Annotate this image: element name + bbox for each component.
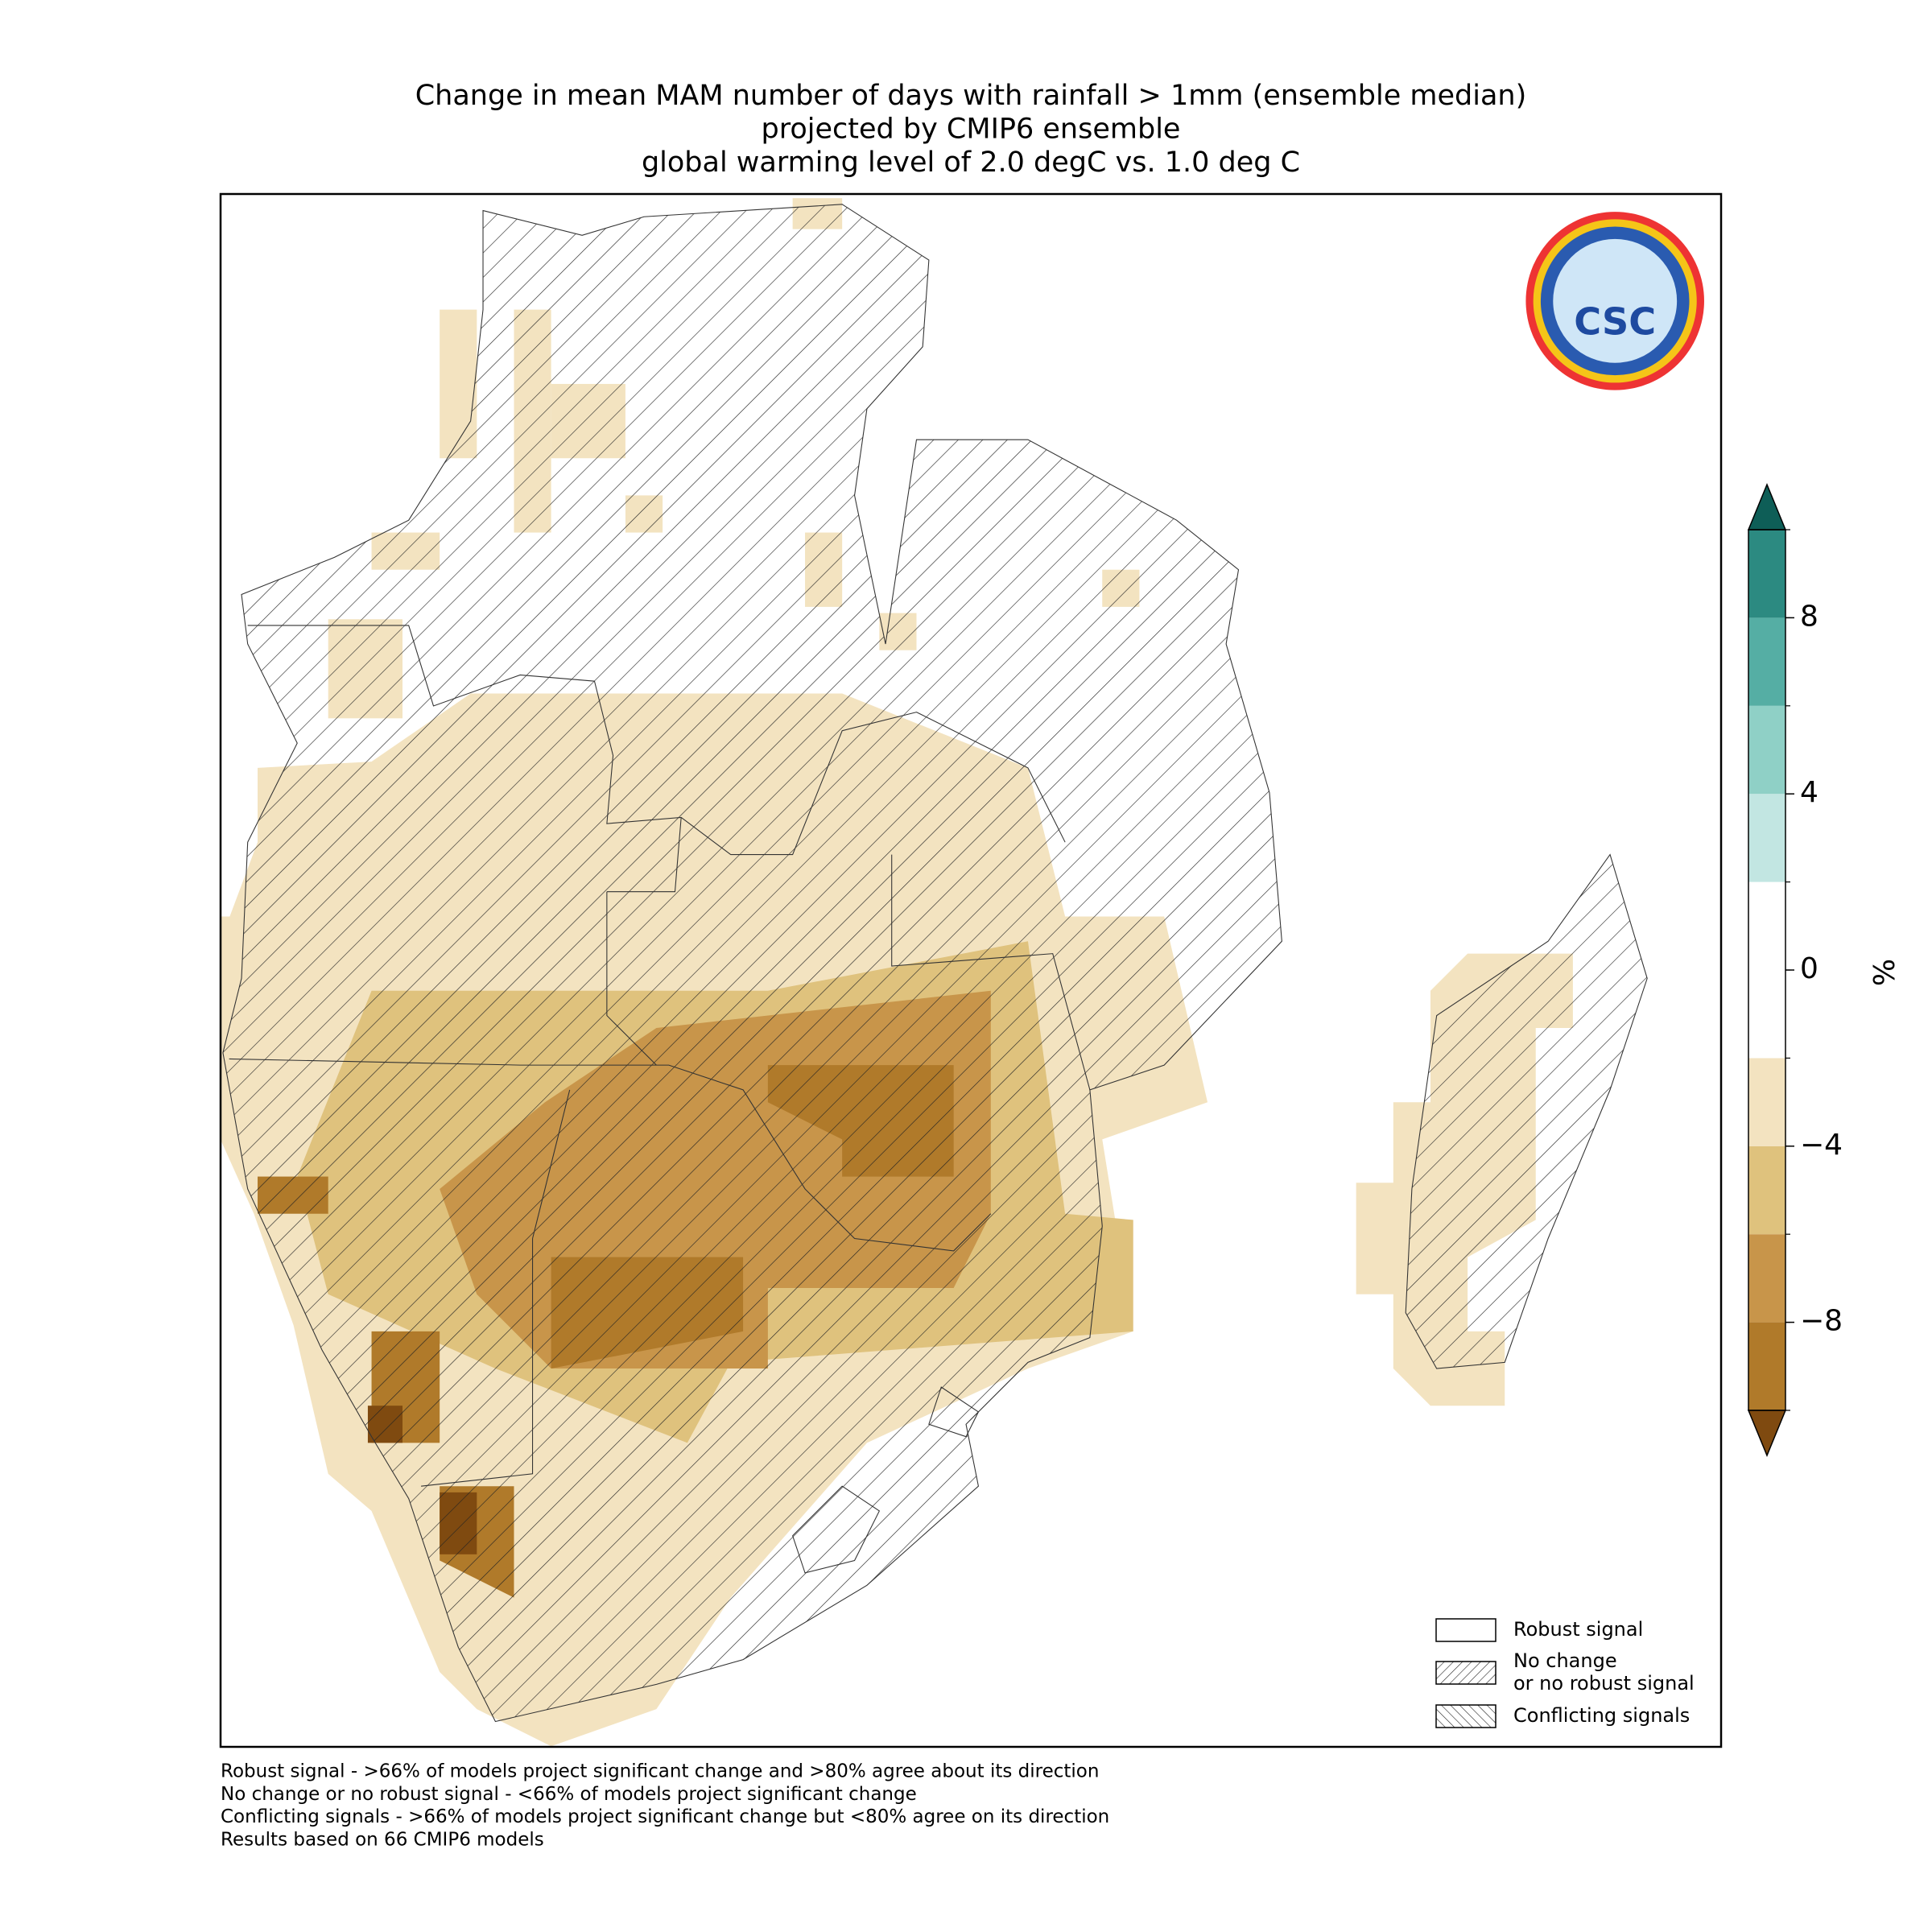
logo-text: CSC bbox=[1574, 300, 1656, 344]
colorbar-band bbox=[1748, 617, 1785, 706]
title: Change in mean MAM number of days with r… bbox=[415, 80, 1527, 179]
footnotes: Robust signal - >66% of models project s… bbox=[221, 1761, 1109, 1851]
borders bbox=[229, 625, 1091, 1574]
plot-frame bbox=[219, 192, 1723, 1748]
colorbar-tick-label: −4 bbox=[1800, 1129, 1843, 1162]
colorbar: −8 −4 0 4 8% bbox=[1747, 483, 1901, 1457]
legend-label: Conflicting signals bbox=[1513, 1704, 1690, 1727]
colorbar-band bbox=[1748, 1322, 1785, 1410]
footnote: No change or no robust signal - <66% of … bbox=[221, 1784, 917, 1805]
colorbar-band bbox=[1748, 1146, 1785, 1235]
madagascar bbox=[1405, 853, 1648, 1369]
colorbar-label: % bbox=[1868, 959, 1901, 986]
title-line: projected by CMIP6 ensemble bbox=[762, 114, 1181, 146]
colorbar-band bbox=[1748, 794, 1785, 882]
logo: CSC bbox=[1525, 212, 1704, 390]
hatched-land bbox=[222, 204, 1282, 1723]
legend-label: Robust signal bbox=[1513, 1618, 1643, 1641]
legend-label: No change or no robust signal bbox=[1513, 1649, 1695, 1695]
legend-swatch bbox=[1435, 1618, 1496, 1642]
colorbar-tick-label: 8 bbox=[1800, 600, 1818, 633]
colorbar-tick-label: −8 bbox=[1800, 1305, 1843, 1338]
colorbar-band bbox=[1748, 1234, 1785, 1323]
footnote: Conflicting signals - >66% of models pro… bbox=[221, 1806, 1109, 1827]
colorbar-band bbox=[1748, 970, 1785, 1059]
legend-swatch bbox=[1435, 1661, 1496, 1685]
footnote: Results based on 66 CMIP6 models bbox=[221, 1829, 544, 1850]
colorbar-extend-low bbox=[1747, 1410, 1787, 1457]
colorbar-band bbox=[1748, 1058, 1785, 1146]
title-line: Change in mean MAM number of days with r… bbox=[415, 80, 1527, 112]
footnote: Robust signal - >66% of models project s… bbox=[221, 1761, 1099, 1782]
colorbar-band bbox=[1748, 530, 1785, 618]
colorbar-extend-high bbox=[1747, 483, 1787, 530]
legend: Robust signal No change or no robust sign… bbox=[1435, 1618, 1695, 1728]
colorbar-tick-label: 0 bbox=[1800, 952, 1818, 985]
legend-swatch bbox=[1435, 1704, 1496, 1728]
colorbar-tick-label: 4 bbox=[1800, 776, 1818, 809]
map: CSC bbox=[220, 198, 1704, 1747]
colorbar-band bbox=[1748, 881, 1785, 970]
title-line: global warming level of 2.0 degC vs. 1.0… bbox=[642, 147, 1300, 179]
colorbar-band bbox=[1748, 705, 1785, 795]
